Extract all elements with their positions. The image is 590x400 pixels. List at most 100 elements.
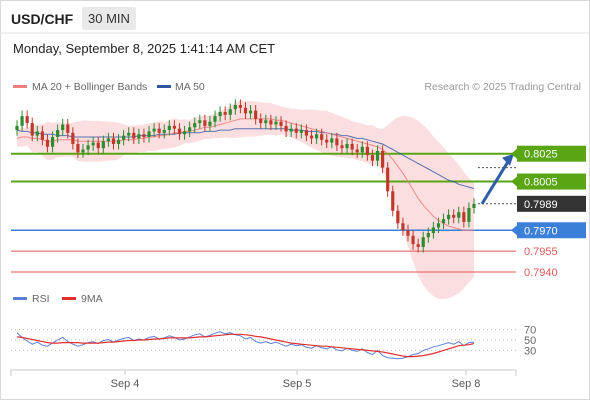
candle-body: [401, 223, 405, 231]
candle-body: [152, 128, 156, 132]
resistance-tag: [517, 173, 586, 190]
support-label: 0.7955: [524, 246, 558, 258]
candle-body: [411, 235, 415, 245]
ma50-legend-label: MA 50: [175, 81, 205, 93]
candle-body: [238, 105, 243, 108]
candle-body: [172, 125, 177, 129]
candle-body: [294, 128, 298, 133]
candle-body: [345, 143, 349, 149]
candle-body: [254, 110, 258, 119]
ma20-legend-label: MA 20 + Bollinger Bands: [32, 81, 147, 93]
ma50-legend-swatch: [157, 85, 171, 88]
candle-body: [167, 125, 171, 131]
candle-body: [137, 134, 141, 139]
candle-body: [132, 132, 136, 139]
forecast-arrow-head: [502, 153, 514, 166]
candle-body: [111, 138, 116, 144]
timeframe-button[interactable]: 30 MIN: [82, 7, 136, 30]
pivot-label: 0.7970: [524, 225, 558, 237]
resistance-tag-pointer: [511, 176, 517, 187]
candle-body: [177, 128, 182, 135]
rsi-tick-label: 70: [524, 325, 536, 337]
candle-body: [264, 120, 268, 124]
candle-body: [289, 128, 293, 132]
candle-body: [426, 233, 430, 238]
pivot-tag: [517, 222, 586, 239]
candle-body: [355, 149, 359, 153]
x-axis-label-layer: Sep 4 Sep 5 Sep 8: [111, 370, 481, 390]
ma50-line: [16, 128, 475, 189]
candle-body: [375, 150, 380, 161]
x-tick-label: Sep 4: [111, 378, 140, 390]
rsi-tick-label: 50: [524, 335, 536, 347]
current-price-tag: [517, 195, 586, 212]
rsi-tick-label: 30: [524, 345, 536, 357]
candle-body: [457, 212, 461, 218]
candle-body: [35, 131, 39, 136]
candle-body: [147, 131, 151, 138]
candle-body: [350, 143, 354, 150]
candle-body: [198, 120, 202, 124]
candle-body: [40, 131, 44, 140]
candle-body: [127, 132, 131, 136]
rsi-ma-line: [16, 333, 475, 358]
candle-body: [335, 138, 339, 146]
rsi-ma-legend-label: 9MA: [81, 293, 103, 305]
candle-body: [314, 134, 319, 139]
x-tick-label: Sep 8: [452, 378, 481, 390]
candle-body: [25, 116, 29, 124]
candle-body: [330, 138, 334, 143]
candle-body: [142, 134, 146, 138]
candle-body: [20, 116, 24, 126]
bollinger-band-layer: [17, 100, 474, 300]
forecast-arrow-shaft: [480, 160, 510, 205]
candle-body: [188, 127, 192, 132]
price-label-layer: 0.8025 0.8005 0.7989 0.7970 0.7955 0.7940: [511, 145, 586, 279]
candle-body: [50, 137, 55, 147]
rsi-line: [16, 331, 475, 360]
candle-body: [248, 110, 253, 114]
header: USD/CHF 30 MIN: [0, 0, 590, 35]
x-tick-label: Sep 5: [283, 378, 312, 390]
candle-layer: [15, 99, 476, 253]
candle-body: [472, 203, 476, 208]
candle-body: [309, 135, 314, 139]
candle-body: [30, 123, 34, 136]
candle-body: [370, 155, 375, 161]
candle-body: [223, 111, 227, 115]
rsi-legend-swatch: [13, 297, 27, 300]
candle-body: [360, 146, 364, 153]
ma20-legend-swatch: [13, 85, 27, 88]
candle-body: [91, 142, 95, 146]
candle-body: [416, 244, 420, 247]
candle-body: [106, 138, 110, 142]
candle-body: [462, 212, 466, 222]
candle-body: [15, 125, 19, 131]
candle-body: [213, 116, 217, 122]
candle-body: [447, 214, 451, 220]
candle-body: [76, 143, 80, 153]
candle-body: [441, 219, 446, 224]
candle-body: [228, 109, 232, 115]
candle-body: [122, 135, 126, 140]
symbol-title: USD/CHF: [11, 11, 74, 27]
candle-body: [299, 130, 303, 133]
candle-body: [467, 207, 471, 222]
candle-body: [452, 214, 456, 218]
pivot-tag-pointer: [511, 225, 517, 236]
resistance-tag: [517, 145, 586, 162]
candle-body: [259, 118, 263, 124]
candle-body: [71, 132, 75, 144]
candle-body: [421, 237, 425, 247]
candle-body: [157, 128, 161, 133]
candle-body: [101, 141, 105, 149]
candle-body: [96, 142, 100, 149]
candle-body: [233, 105, 237, 110]
candle-body: [182, 131, 187, 135]
candle-body: [436, 223, 441, 228]
candle-body: [304, 130, 309, 136]
candle-body: [279, 121, 283, 126]
candle-body: [81, 149, 85, 153]
candle-body: [274, 121, 278, 125]
